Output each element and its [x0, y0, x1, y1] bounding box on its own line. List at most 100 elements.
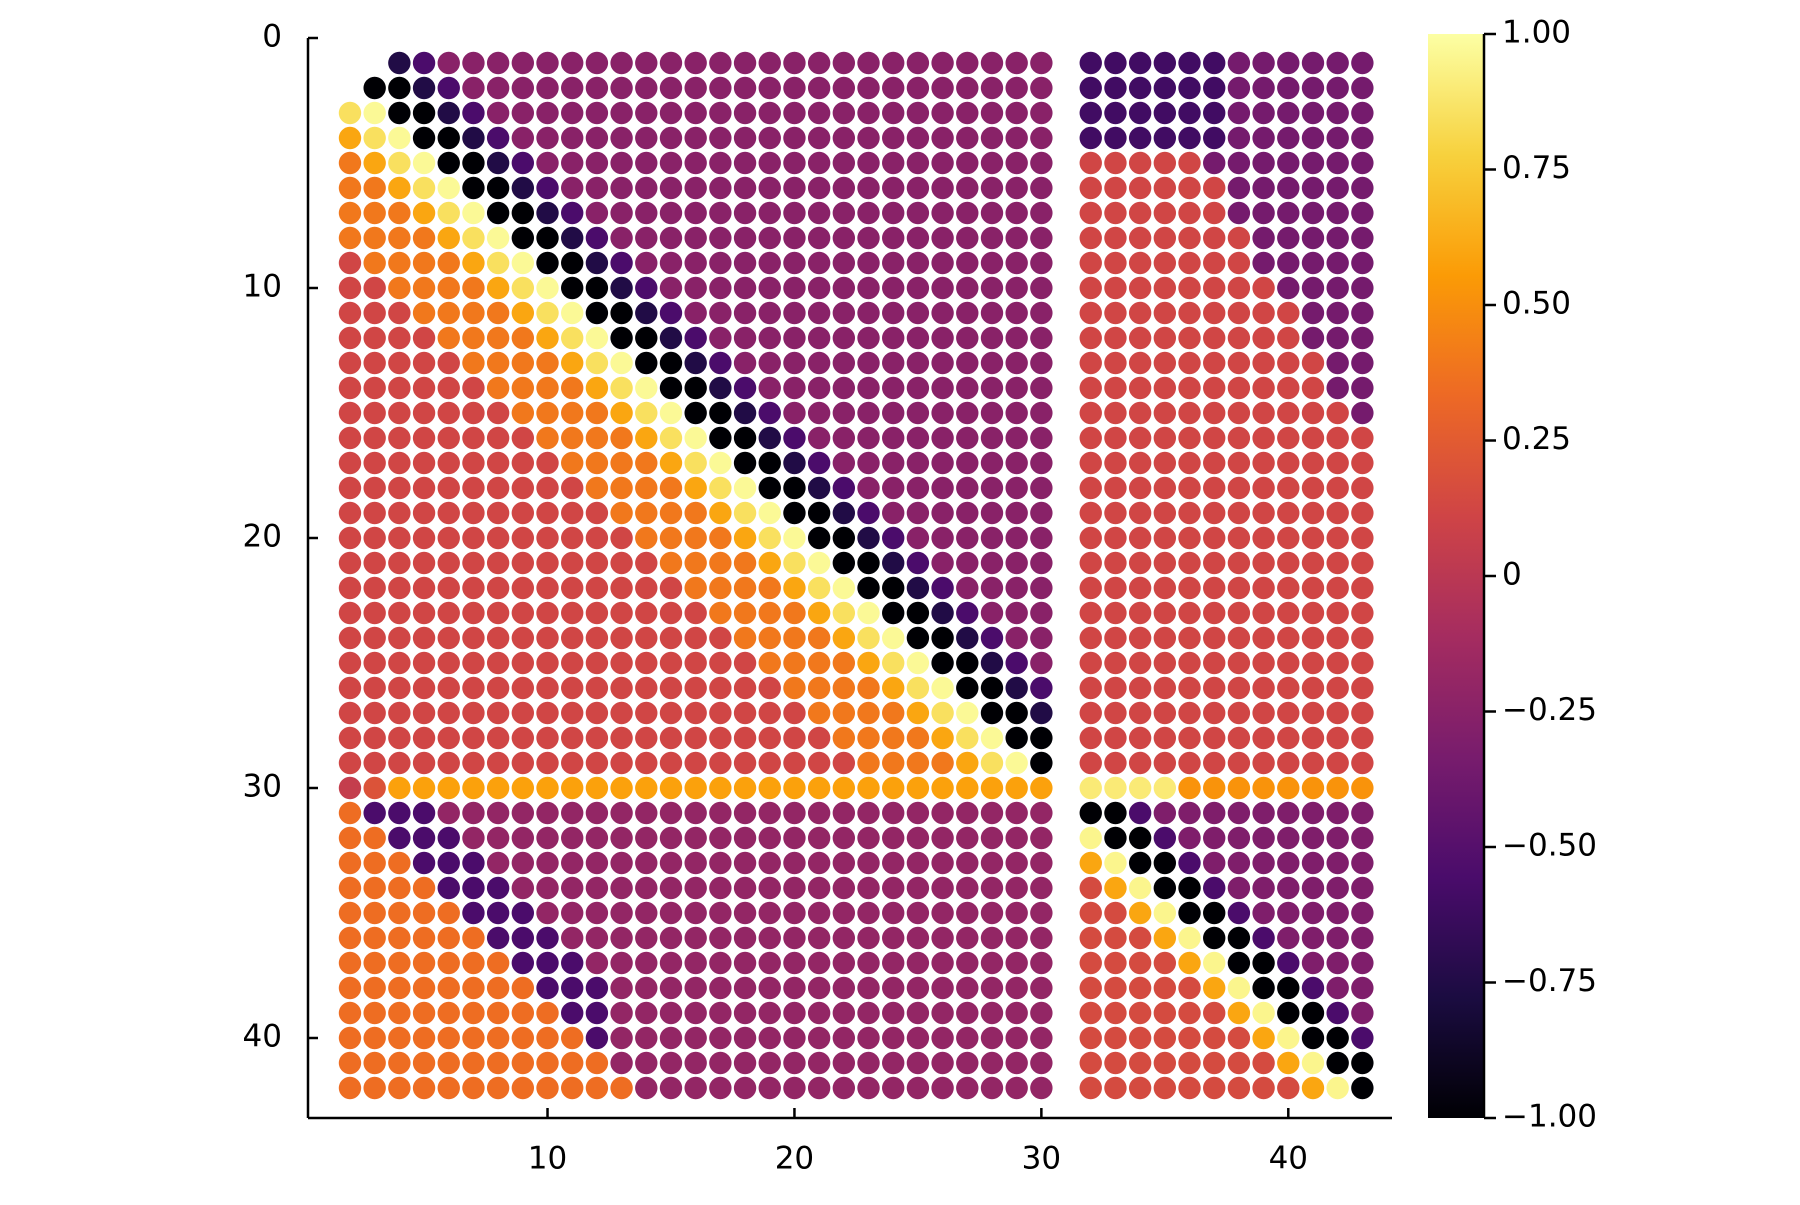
heatmap-point: [906, 826, 930, 850]
heatmap-point: [931, 376, 954, 400]
heatmap-point: [906, 676, 930, 700]
heatmap-point: [437, 1076, 460, 1100]
heatmap-point: [1178, 576, 1201, 600]
heatmap-point: [906, 326, 930, 350]
heatmap-point: [857, 201, 880, 225]
heatmap-point: [1252, 501, 1275, 525]
heatmap-point: [857, 76, 880, 100]
heatmap-point: [462, 701, 485, 725]
heatmap-point: [1301, 526, 1325, 550]
heatmap-point: [1326, 926, 1349, 950]
heatmap-point: [1326, 976, 1349, 1000]
heatmap-point: [1005, 976, 1028, 1000]
heatmap-point: [906, 451, 930, 475]
heatmap-point: [709, 1001, 732, 1025]
heatmap-point: [1301, 451, 1325, 475]
heatmap-point: [1153, 1051, 1177, 1075]
heatmap-point: [536, 1026, 559, 1050]
heatmap-point: [1178, 426, 1201, 450]
heatmap-point: [659, 1076, 683, 1100]
heatmap-point: [807, 651, 831, 675]
heatmap-point: [882, 551, 905, 575]
heatmap-point: [1203, 976, 1226, 1000]
heatmap-point: [338, 801, 362, 825]
heatmap-point: [783, 226, 806, 250]
colorbar: 1.000.750.500.250−0.25−0.50−0.75−1.00: [1428, 15, 1597, 1135]
heatmap-point: [956, 126, 979, 150]
heatmap-point: [1203, 451, 1226, 475]
heatmap-point: [684, 1001, 707, 1025]
heatmap-point: [783, 851, 806, 875]
heatmap-point: [536, 951, 559, 975]
heatmap-point: [931, 1076, 954, 1100]
heatmap-point: [462, 476, 485, 500]
heatmap-point: [437, 226, 460, 250]
heatmap-point: [1227, 1076, 1251, 1100]
heatmap-point: [1079, 851, 1102, 875]
heatmap-point: [1128, 651, 1152, 675]
heatmap-point: [733, 1001, 757, 1025]
heatmap-point: [1203, 51, 1226, 75]
heatmap-point: [857, 51, 880, 75]
heatmap-point: [709, 1051, 732, 1075]
heatmap-point: [536, 676, 559, 700]
heatmap-point: [1301, 426, 1325, 450]
heatmap-point: [1178, 601, 1201, 625]
heatmap-point: [536, 401, 559, 425]
heatmap-point: [1301, 551, 1325, 575]
heatmap-point: [857, 926, 880, 950]
heatmap-point: [783, 451, 806, 475]
heatmap-point: [635, 501, 658, 525]
heatmap-point: [635, 1026, 658, 1050]
heatmap-point: [1128, 601, 1152, 625]
heatmap-point: [1104, 776, 1127, 800]
heatmap-point: [956, 401, 979, 425]
heatmap-point: [882, 951, 905, 975]
heatmap-point: [338, 226, 362, 250]
heatmap-point: [338, 376, 362, 400]
heatmap-point: [659, 876, 683, 900]
heatmap-point: [1203, 526, 1226, 550]
heatmap-point: [338, 826, 362, 850]
heatmap-point: [1128, 226, 1152, 250]
heatmap-point: [635, 901, 658, 925]
heatmap-point: [585, 826, 609, 850]
heatmap-point: [1301, 51, 1325, 75]
heatmap-point: [709, 826, 732, 850]
heatmap-point: [709, 851, 732, 875]
heatmap-point: [1203, 676, 1226, 700]
heatmap-point: [1277, 576, 1300, 600]
heatmap-point: [832, 526, 856, 550]
heatmap-point: [1153, 326, 1177, 350]
heatmap-point: [1005, 551, 1028, 575]
heatmap-point: [486, 1001, 510, 1025]
heatmap-point: [1252, 451, 1275, 475]
heatmap-point: [1252, 276, 1275, 300]
heatmap-point: [412, 751, 436, 775]
heatmap-point: [1128, 676, 1152, 700]
heatmap-point: [536, 326, 559, 350]
heatmap-point: [462, 326, 485, 350]
heatmap-point: [857, 151, 880, 175]
heatmap-point: [1326, 951, 1349, 975]
heatmap-point: [832, 626, 856, 650]
heatmap-point: [585, 726, 609, 750]
heatmap-point: [1178, 551, 1201, 575]
heatmap-point: [956, 251, 979, 275]
heatmap-point: [980, 676, 1004, 700]
heatmap-point: [462, 576, 485, 600]
heatmap-point: [807, 176, 831, 200]
heatmap-point: [561, 901, 584, 925]
heatmap-point: [462, 601, 485, 625]
heatmap-point: [1128, 751, 1152, 775]
heatmap-point: [684, 751, 707, 775]
heatmap-point: [338, 701, 362, 725]
heatmap-point: [807, 926, 831, 950]
heatmap-point: [783, 826, 806, 850]
heatmap-point: [1178, 76, 1201, 100]
heatmap-point: [931, 776, 954, 800]
heatmap-point: [1203, 1051, 1226, 1075]
heatmap-point: [659, 651, 683, 675]
heatmap-point: [1079, 526, 1102, 550]
heatmap-point: [1203, 626, 1226, 650]
